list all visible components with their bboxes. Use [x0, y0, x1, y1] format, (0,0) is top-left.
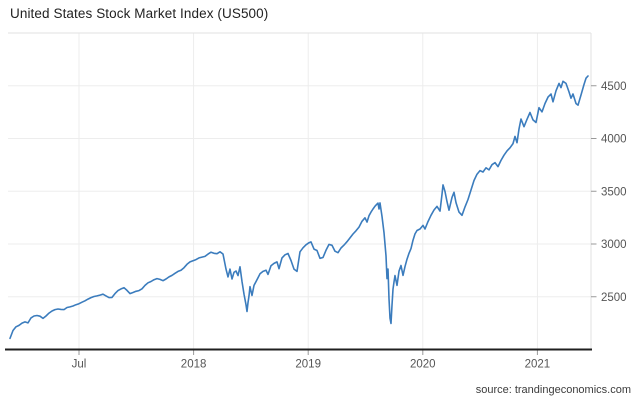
- y-tick-label: 4500: [601, 81, 627, 93]
- x-tick-label: 2019: [295, 359, 321, 371]
- price-line: [9, 75, 589, 340]
- x-tick-label: 2021: [525, 359, 551, 371]
- y-tick-label: 3000: [601, 239, 627, 251]
- source-credit: source: trandingeconomics.com: [475, 384, 631, 396]
- y-tick-label: 4000: [601, 134, 627, 146]
- chart-title: United States Stock Market Index (US500): [10, 6, 269, 21]
- y-tick-label: 2500: [601, 292, 627, 304]
- x-tick-label: Jul: [72, 359, 87, 371]
- y-tick-label: 3500: [601, 186, 627, 198]
- x-tick-label: 2018: [181, 359, 207, 371]
- x-tick-label: 2020: [410, 359, 436, 371]
